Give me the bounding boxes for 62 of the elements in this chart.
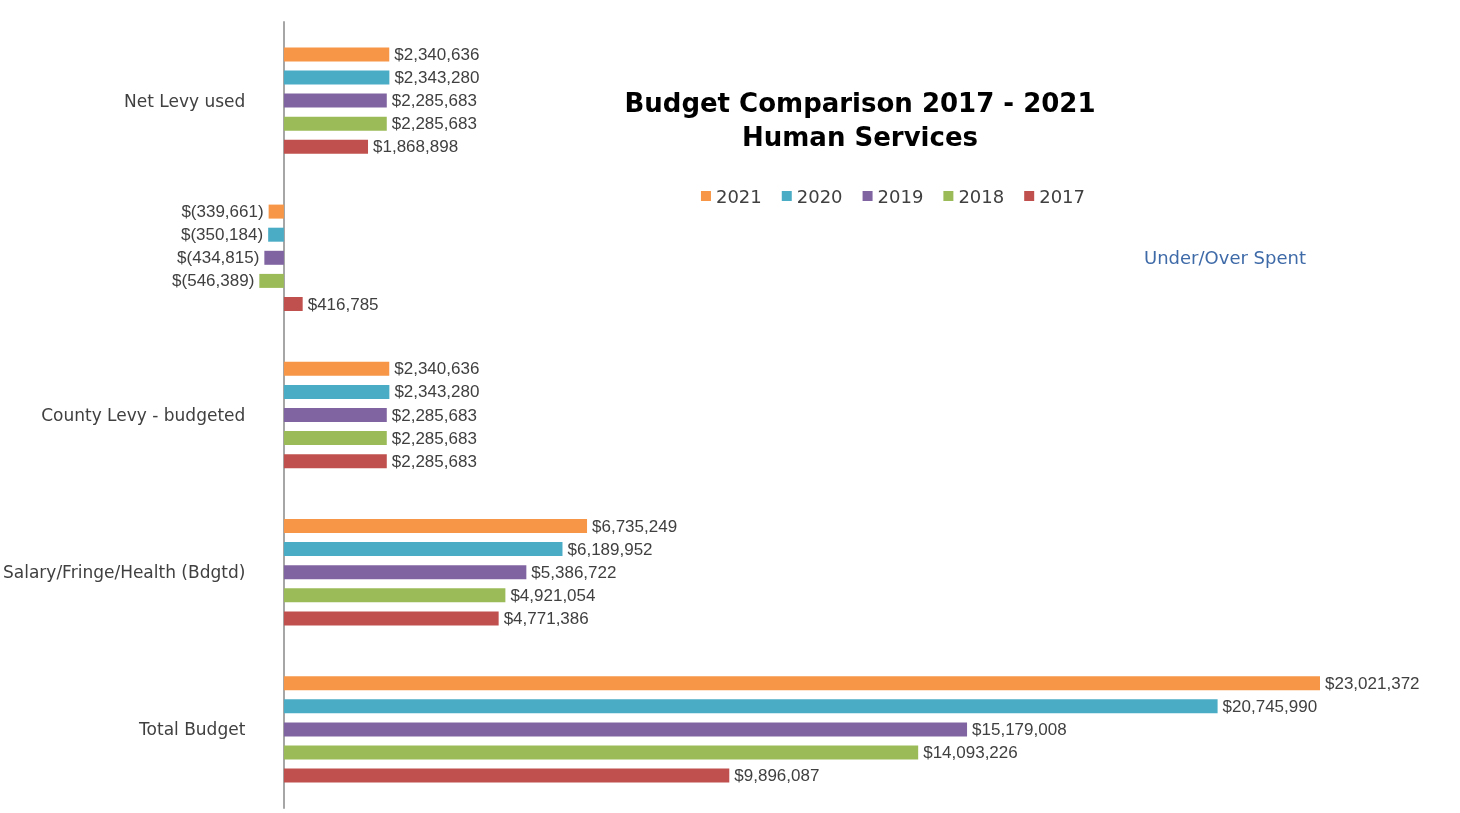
bar	[283, 699, 1218, 714]
y-tick-label: Total Budget	[138, 719, 246, 740]
data-label: $14,093,226	[923, 743, 1018, 762]
bar	[283, 454, 387, 469]
data-label: $6,735,249	[592, 516, 678, 536]
bar	[283, 768, 730, 783]
y-tick-label: Salary/Fringe/Health (Bdgtd)	[3, 562, 246, 583]
data-label: $2,343,280	[394, 68, 480, 87]
data-label: $(350,184)	[180, 225, 264, 245]
bar	[283, 297, 303, 311]
bar	[283, 361, 390, 376]
data-label: $4,771,386	[503, 608, 589, 628]
bar	[268, 227, 284, 242]
bar	[283, 93, 387, 108]
data-label: $23,021,372	[1325, 673, 1420, 693]
bar	[283, 47, 390, 62]
bar	[283, 431, 387, 446]
data-label: $2,285,683	[391, 114, 477, 134]
data-label: $4,921,054	[510, 585, 596, 605]
text: Budget Comparison 2017 - 2021	[624, 88, 1096, 118]
data-label: $2,285,683	[391, 428, 477, 448]
legend-label: 2019	[877, 185, 924, 207]
text: Human Services	[741, 122, 979, 152]
bar	[283, 408, 387, 422]
data-label: $9,896,087	[734, 766, 820, 786]
data-label: $1,868,898	[373, 137, 459, 157]
legend-label: 2021	[715, 185, 762, 207]
data-label: $5,386,722	[531, 562, 617, 582]
bar	[283, 542, 563, 557]
bar	[283, 139, 369, 154]
y-tick-label: Under/Over Spent	[1144, 247, 1306, 269]
legend-label: 2017	[1039, 185, 1085, 207]
legend-label: 2020	[796, 185, 843, 207]
bar	[283, 588, 506, 603]
bar	[283, 676, 1320, 691]
bar	[268, 204, 284, 219]
data-label: $(339,661)	[181, 202, 264, 222]
data-label: $2,340,636	[394, 44, 480, 64]
data-label: $2,340,636	[394, 359, 480, 379]
data-label: $(546,389)	[172, 271, 255, 291]
data-label: $416,785	[307, 294, 379, 314]
bar	[283, 116, 387, 131]
data-label: $2,343,280	[394, 382, 480, 402]
data-label: $6,189,952	[567, 539, 653, 559]
data-label: $2,285,683	[391, 405, 477, 425]
data-label: $20,745,990	[1222, 696, 1318, 716]
y-tick-label: County Levy - budgeted	[41, 405, 246, 425]
y-tick-label: Net Levy used	[124, 90, 246, 111]
bar	[264, 250, 284, 265]
bar	[283, 519, 588, 533]
bar	[283, 384, 390, 399]
bar	[259, 273, 284, 288]
data-label: $15,179,008	[972, 719, 1067, 739]
data-label: $(434,815)	[177, 248, 260, 268]
bar	[283, 565, 527, 580]
data-label: $2,285,683	[391, 91, 477, 111]
data-label: $2,285,683	[391, 451, 477, 471]
bar	[283, 722, 968, 737]
legend-label: 2018	[958, 185, 1005, 207]
bar	[283, 611, 499, 626]
bar	[283, 745, 919, 760]
bar	[283, 70, 390, 85]
